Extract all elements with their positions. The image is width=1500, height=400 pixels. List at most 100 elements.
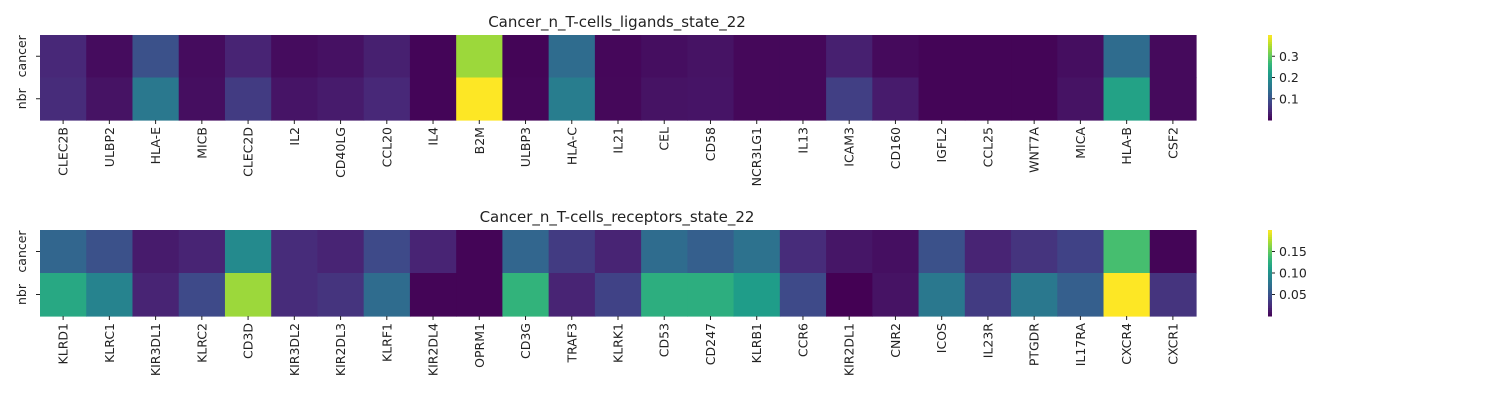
colorbar-segment xyxy=(1268,105,1272,108)
colorbar-tick-label: 0.10 xyxy=(1279,266,1307,281)
heatmap-cell xyxy=(1057,230,1105,274)
colorbar-segment xyxy=(1268,39,1272,42)
column-label: KLRK1 xyxy=(611,323,626,363)
heatmap-cell xyxy=(178,273,226,317)
heatmap-cell xyxy=(1103,35,1151,79)
heatmap-cell xyxy=(456,230,503,274)
row-label: cancer xyxy=(14,34,29,77)
column-label: MICB xyxy=(194,127,209,159)
colorbar-segment xyxy=(1268,109,1272,113)
heatmap-cell xyxy=(964,77,1012,121)
column-label: KIR2DL3 xyxy=(333,323,348,376)
heatmap-cell xyxy=(687,273,735,317)
column-label: CD160 xyxy=(888,127,903,169)
column-label: IL21 xyxy=(611,127,626,154)
colorbar-segment xyxy=(1268,77,1272,81)
heatmap-cell xyxy=(1011,273,1058,317)
column-label: IL13 xyxy=(795,127,810,154)
heatmap-cell xyxy=(594,35,642,79)
column-label: CD40LG xyxy=(333,127,348,178)
colorbar-segment xyxy=(1268,277,1272,280)
column-label: KLRC2 xyxy=(194,323,209,363)
heatmap-cell xyxy=(548,273,596,317)
colorbar-segment xyxy=(1268,285,1272,289)
heatmap-cell xyxy=(641,273,688,317)
heatmap-cell xyxy=(1149,35,1197,79)
colorbar-segment xyxy=(1268,275,1272,278)
heatmap-cell xyxy=(271,230,319,274)
colorbar-segment xyxy=(1268,253,1272,257)
heatmap-cell xyxy=(733,273,781,317)
column-label: ULBP2 xyxy=(102,127,117,167)
heatmap-cell xyxy=(86,230,134,274)
heatmap-cell xyxy=(456,273,503,317)
heatmap-cell xyxy=(363,273,411,317)
heatmap-cells xyxy=(40,35,1197,121)
colorbar-segment xyxy=(1268,100,1272,104)
heatmap-cell xyxy=(1103,77,1151,121)
heatmap-cell xyxy=(86,77,134,121)
heatmap-cell xyxy=(224,77,272,121)
colorbar-segment xyxy=(1268,115,1272,119)
column-label: CD247 xyxy=(703,323,718,365)
colorbar-segment xyxy=(1268,66,1272,70)
column-label: IL2 xyxy=(287,127,302,146)
column-label: CNR2 xyxy=(888,323,903,358)
column-label: HLA-B xyxy=(1119,127,1134,165)
colorbar-tick-label: 0.3 xyxy=(1279,49,1299,64)
colorbar-segment xyxy=(1268,279,1272,283)
heatmap-cell xyxy=(1057,77,1105,121)
column-label: CSF2 xyxy=(1165,127,1180,159)
heatmap-cell xyxy=(872,35,920,79)
colorbar-segment xyxy=(1268,35,1272,38)
column-label: ICOS xyxy=(934,323,949,353)
colorbar-segment xyxy=(1268,41,1272,45)
colorbar-segment xyxy=(1268,60,1272,64)
colorbar-segment xyxy=(1268,305,1272,308)
heatmap-cell xyxy=(224,230,272,274)
column-label: CLEC2D xyxy=(241,127,256,177)
column-label: KLRD1 xyxy=(56,323,71,364)
heatmap-cell xyxy=(317,273,365,317)
heatmap-cell xyxy=(918,273,966,317)
colorbar-segment xyxy=(1268,232,1272,235)
heatmap-cell xyxy=(132,230,180,274)
column-label: KIR3DL2 xyxy=(287,323,302,376)
heatmap-cell xyxy=(964,230,1012,274)
row-label: cancer xyxy=(14,230,29,273)
colorbar-segment xyxy=(1268,260,1272,263)
heatmap-cell xyxy=(1011,230,1058,274)
colorbar-segment xyxy=(1268,37,1272,40)
colorbar-segment xyxy=(1268,43,1272,47)
heatmap-cell xyxy=(733,77,781,121)
heatmap-cell xyxy=(687,77,735,121)
colorbar-segment xyxy=(1268,54,1272,57)
heatmap-cell xyxy=(409,77,457,121)
colorbar-segment xyxy=(1268,288,1272,291)
column-label: CEL xyxy=(657,127,672,151)
chart-title: Cancer_n_T-cells_ligands_state_22 xyxy=(488,13,746,32)
colorbar-segment xyxy=(1268,98,1272,102)
colorbar-segment xyxy=(1268,52,1272,55)
heatmap-cell xyxy=(271,35,319,79)
colorbar-segment xyxy=(1268,294,1272,298)
column-label: IL17RA xyxy=(1073,323,1088,367)
colorbar-segment xyxy=(1268,111,1272,115)
colorbar-segment xyxy=(1268,230,1272,233)
heatmap-cell xyxy=(964,35,1012,79)
column-label: HLA-E xyxy=(148,127,163,164)
colorbar-segment xyxy=(1268,49,1272,53)
heatmap-cell xyxy=(826,77,873,121)
heatmap-cell xyxy=(918,35,966,79)
colorbar-segment xyxy=(1268,234,1272,237)
heatmap-cell xyxy=(687,230,735,274)
colorbar-segment xyxy=(1268,96,1272,100)
colorbar-segment xyxy=(1268,268,1272,272)
colorbar-segment xyxy=(1268,90,1272,93)
heatmap-cell xyxy=(502,273,550,317)
colorbar-segment xyxy=(1268,103,1272,106)
heatmap-cell xyxy=(779,230,827,274)
colorbar-segment xyxy=(1268,94,1272,98)
column-label: B2M xyxy=(472,127,487,154)
colorbar-tick-label: 0.1 xyxy=(1279,91,1299,106)
